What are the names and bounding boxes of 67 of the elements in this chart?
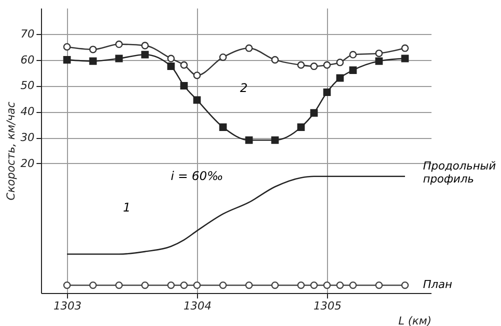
point	[63, 281, 71, 289]
point	[336, 281, 344, 289]
point	[375, 281, 383, 289]
point	[401, 281, 409, 289]
annotation: i = 60‰	[170, 169, 224, 184]
point	[401, 44, 409, 52]
point	[219, 53, 227, 61]
annotation: 2	[240, 80, 248, 95]
y-tick-label: 20	[20, 156, 34, 170]
point	[219, 123, 227, 131]
point	[115, 281, 123, 289]
x-tick-label: 1303	[54, 300, 82, 312]
point	[89, 281, 97, 289]
y-tick-label: 40	[20, 105, 34, 118]
point	[245, 136, 253, 144]
point	[297, 123, 305, 131]
x-tick-label: 1304	[184, 300, 212, 312]
point	[115, 40, 123, 48]
point	[141, 42, 149, 50]
series-label: Продольный профиль	[423, 159, 496, 186]
point	[349, 50, 357, 58]
point	[115, 54, 123, 62]
point	[375, 50, 383, 58]
point	[219, 281, 227, 289]
point	[349, 281, 357, 289]
x-axis-title: L (км)	[398, 314, 432, 326]
point	[336, 58, 344, 66]
x-tick-label: 1305	[314, 300, 342, 312]
point	[141, 50, 149, 58]
point	[336, 74, 344, 82]
point	[323, 88, 331, 96]
point	[310, 109, 318, 117]
point	[271, 56, 279, 64]
point	[323, 281, 331, 289]
point	[167, 281, 175, 289]
y-tick-label: 60	[20, 53, 34, 66]
point	[180, 281, 188, 289]
point	[323, 61, 331, 69]
point	[180, 82, 188, 90]
point	[245, 44, 253, 52]
point	[245, 281, 253, 289]
y-tick-label: 50	[20, 79, 34, 92]
point	[89, 46, 97, 54]
annotation: 1	[122, 200, 131, 214]
point	[193, 96, 201, 104]
point	[297, 281, 305, 289]
point	[63, 56, 71, 64]
point	[271, 136, 279, 144]
point	[310, 281, 318, 289]
point	[167, 54, 175, 62]
point	[180, 61, 188, 69]
point	[349, 66, 357, 74]
y-axis-title: Скорость, км/час	[4, 102, 18, 200]
point	[167, 62, 175, 70]
point	[141, 281, 149, 289]
y-tick-label: 30	[20, 131, 34, 144]
point	[310, 62, 318, 70]
point	[89, 57, 97, 65]
point	[271, 281, 279, 289]
y-tick-label: 70	[20, 27, 34, 40]
series-label: План	[423, 278, 452, 292]
point	[193, 72, 201, 80]
point	[193, 281, 201, 289]
point	[63, 43, 71, 51]
point	[297, 61, 305, 69]
point	[401, 54, 409, 62]
point	[375, 57, 383, 65]
